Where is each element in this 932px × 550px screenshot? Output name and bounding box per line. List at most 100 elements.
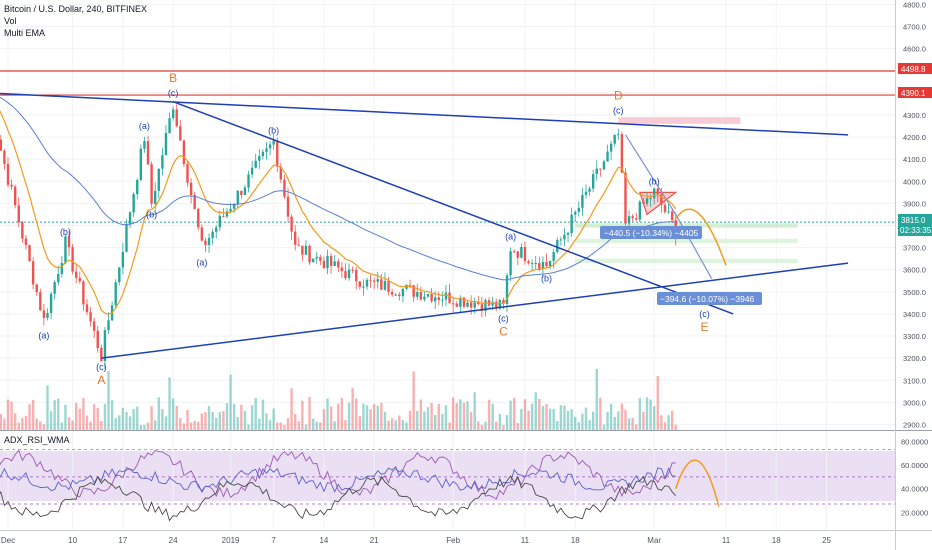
indicator-volume[interactable]: Vol [4, 16, 17, 26]
candle-body [315, 256, 318, 259]
trendline [0, 92, 849, 136]
volume-bar [175, 405, 178, 430]
volume-bar [667, 415, 670, 430]
volume-bar [340, 397, 344, 430]
candle-body [211, 231, 214, 238]
badge-4498 [898, 63, 932, 74]
volume-bar [584, 407, 588, 430]
candle-body [189, 182, 193, 196]
volume-bar [344, 420, 347, 430]
candle-body [157, 168, 160, 191]
candle-body [609, 143, 613, 152]
volume-bar [455, 402, 458, 430]
volume-bar [35, 418, 38, 430]
volume-bar [541, 406, 545, 430]
volume-bar [405, 422, 408, 430]
volume-bar [207, 406, 211, 430]
candle-body [247, 174, 250, 188]
candle-body [430, 294, 433, 302]
candle-body [383, 281, 387, 290]
volume-bar [197, 421, 200, 430]
volume-bar [60, 422, 64, 430]
candle-body [128, 212, 132, 225]
lower-pane-title[interactable]: ADX_RSI_WMA [4, 435, 70, 445]
volume-bar [168, 377, 171, 430]
trendline [101, 262, 849, 359]
volume-bar [222, 411, 225, 430]
volume-bar [674, 424, 677, 430]
candle-body [132, 194, 135, 213]
candle-body [380, 279, 383, 290]
volume-bar [372, 403, 376, 430]
measure-box-2[interactable] [657, 292, 762, 305]
candle-body [186, 164, 189, 183]
price-tick-label: 3100.0 [903, 376, 926, 385]
price-tick-label: 4000.0 [903, 177, 926, 186]
candle-body [319, 256, 322, 261]
wave-letter-A: A [97, 373, 105, 387]
candle-body [286, 196, 290, 217]
candle-body [82, 281, 85, 305]
plot-area [0, 0, 895, 430]
candle-body [236, 190, 239, 204]
support-zone [575, 258, 798, 264]
candle-body [164, 133, 168, 156]
price-tick-label: 3000.0 [903, 398, 926, 407]
volume-bar [53, 400, 56, 430]
volume-bar [534, 392, 537, 430]
time-tick-label: 18 [571, 536, 580, 545]
volume-bar [444, 405, 448, 430]
volume-bar [31, 399, 35, 430]
candle-body [297, 244, 300, 246]
wave-sub-a: (a) [139, 121, 150, 131]
volume-bar [390, 418, 394, 430]
candle-body [35, 284, 38, 293]
rsi-tick-label: 20.0000 [901, 508, 928, 517]
volume-bar [272, 408, 275, 430]
badge-countdown: 02:33:35 [900, 226, 932, 235]
volume-bar [653, 406, 656, 430]
candle-body [103, 330, 107, 362]
candle-body [469, 302, 473, 308]
volume-bar [642, 411, 645, 430]
candle-body [495, 301, 498, 309]
indicator-multi-ema[interactable]: Multi EMA [4, 28, 45, 38]
ema-lines [0, 96, 677, 315]
candle-body [182, 140, 186, 165]
candle-body [660, 194, 663, 205]
volume-bar [3, 418, 6, 430]
volume-bar [487, 399, 491, 430]
volume-bar [276, 422, 279, 430]
candle-body [344, 271, 347, 279]
time-tick-label: 2019 [222, 536, 240, 545]
volume-bar [408, 410, 412, 430]
candle-body [624, 172, 627, 224]
measure-box-1[interactable] [600, 226, 702, 239]
volume-bar [477, 421, 480, 430]
candle-body [541, 261, 545, 270]
volume-bar [355, 398, 358, 430]
candle-body [0, 139, 3, 151]
candle-body [620, 134, 624, 173]
volume-bar [89, 421, 92, 430]
candle-body [566, 233, 570, 235]
volume-bar [247, 424, 250, 430]
candle-body [143, 141, 146, 149]
candle-body [523, 247, 527, 262]
chart-title: Bitcoin / U.S. Dollar, 240, BITFINEX [4, 4, 147, 14]
price-tick-label: 4300.0 [903, 111, 926, 120]
candle-body [423, 296, 426, 300]
wave-sub-a: (a) [505, 232, 516, 242]
candle-body [240, 190, 243, 195]
candle-body [595, 168, 598, 175]
candle-body [509, 251, 512, 276]
candle-body [556, 239, 559, 252]
volume-bar [581, 413, 584, 430]
candle-body [477, 302, 480, 305]
volume-bar [426, 407, 430, 430]
candle-body [538, 263, 541, 270]
volume-bar [250, 405, 254, 430]
volume-bar [617, 411, 620, 430]
volume-bar [13, 413, 17, 430]
